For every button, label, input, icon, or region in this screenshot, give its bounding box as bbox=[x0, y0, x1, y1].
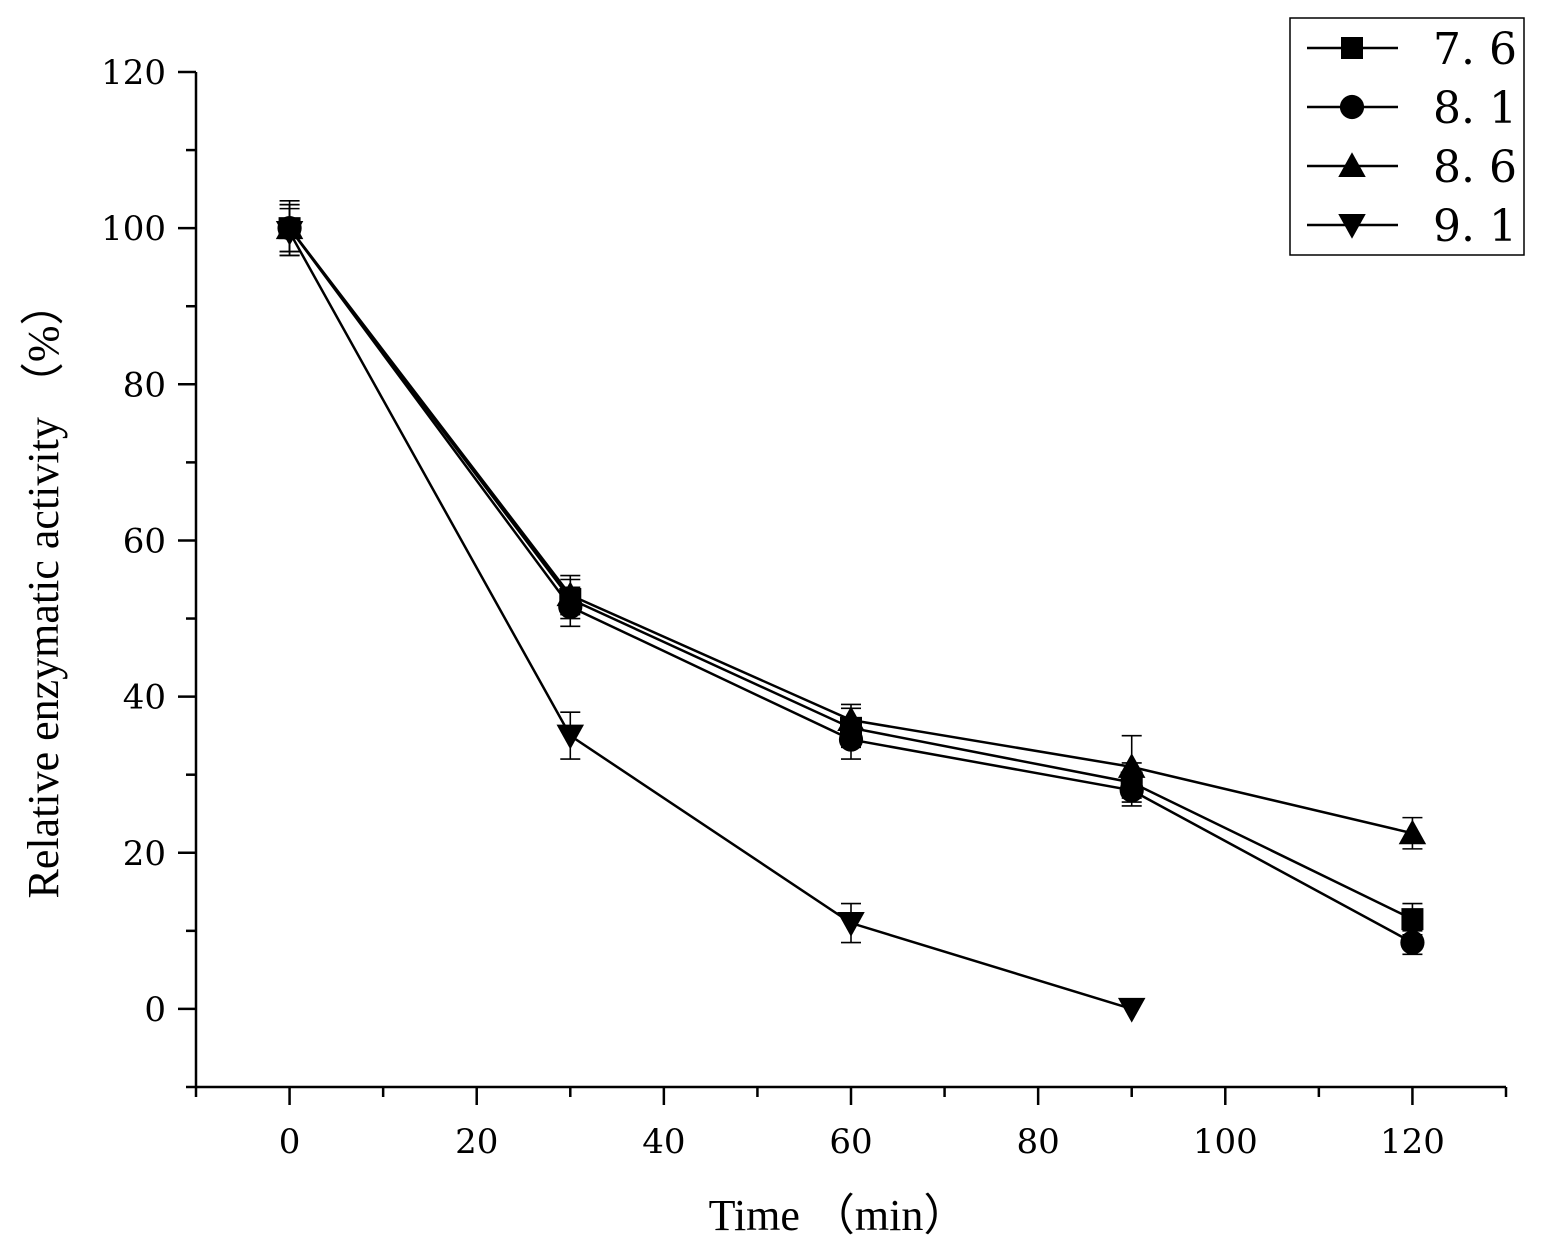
data-point bbox=[1117, 997, 1146, 1023]
y-tick-label: 120 bbox=[101, 53, 166, 93]
data-point bbox=[837, 706, 865, 732]
series-layer bbox=[275, 200, 1427, 1023]
series-triangle-down bbox=[275, 207, 1146, 1023]
x-tick-label: 40 bbox=[642, 1122, 685, 1162]
y-tick-label: 100 bbox=[101, 209, 166, 249]
y-tick-label: 80 bbox=[123, 365, 166, 405]
legend-marker bbox=[1339, 94, 1365, 120]
series-line bbox=[288, 231, 1133, 1011]
series-line bbox=[288, 227, 1414, 944]
legend-label: 7. 6 bbox=[1433, 24, 1517, 75]
legend-label: 8. 6 bbox=[1433, 142, 1517, 193]
legend-item: 7. 6 bbox=[1307, 24, 1517, 75]
data-point bbox=[556, 724, 585, 750]
x-tick-label: 120 bbox=[1380, 1122, 1445, 1162]
legend-item: 8. 6 bbox=[1307, 142, 1517, 193]
x-tick-label: 100 bbox=[1193, 1122, 1258, 1162]
series-square bbox=[278, 203, 1424, 936]
data-point bbox=[1398, 819, 1427, 845]
data-point bbox=[275, 221, 304, 246]
axes: 0 20 40 60 80 100 120 0 20 40 60 80 100 120 bbox=[101, 53, 1508, 1162]
y-tick-label: 40 bbox=[123, 678, 166, 718]
legend-item: 8. 1 bbox=[1307, 83, 1517, 134]
data-point bbox=[1401, 908, 1424, 931]
y-tick-label: 60 bbox=[123, 521, 166, 561]
data-point bbox=[837, 912, 865, 937]
legend-marker bbox=[1341, 37, 1363, 59]
x-axis-title: Time （min） bbox=[709, 1191, 968, 1240]
y-tick-label: 20 bbox=[123, 834, 166, 874]
x-tick-label: 20 bbox=[455, 1122, 498, 1162]
y-tick-label: 0 bbox=[144, 990, 166, 1030]
data-point bbox=[1117, 753, 1146, 778]
x-tick-label: 0 bbox=[279, 1122, 301, 1162]
data-point bbox=[556, 581, 585, 607]
data-point bbox=[1400, 930, 1425, 955]
legend-marker bbox=[1338, 152, 1366, 177]
data-point bbox=[838, 727, 864, 752]
legend-label: 9. 1 bbox=[1433, 201, 1517, 252]
legend-box bbox=[1289, 17, 1525, 256]
legend: 7. 6 8. 1 8. 6 9. 1 bbox=[1289, 17, 1525, 256]
legend-label: 8. 1 bbox=[1433, 83, 1517, 134]
legend-marker bbox=[1338, 214, 1366, 239]
x-tick-label: 80 bbox=[1017, 1122, 1060, 1162]
y-axis-title: Relative enzymatic activity （%） bbox=[19, 281, 68, 898]
x-tick-label: 60 bbox=[829, 1122, 872, 1162]
legend-item: 9. 1 bbox=[1307, 201, 1517, 252]
series-line bbox=[288, 227, 1413, 921]
